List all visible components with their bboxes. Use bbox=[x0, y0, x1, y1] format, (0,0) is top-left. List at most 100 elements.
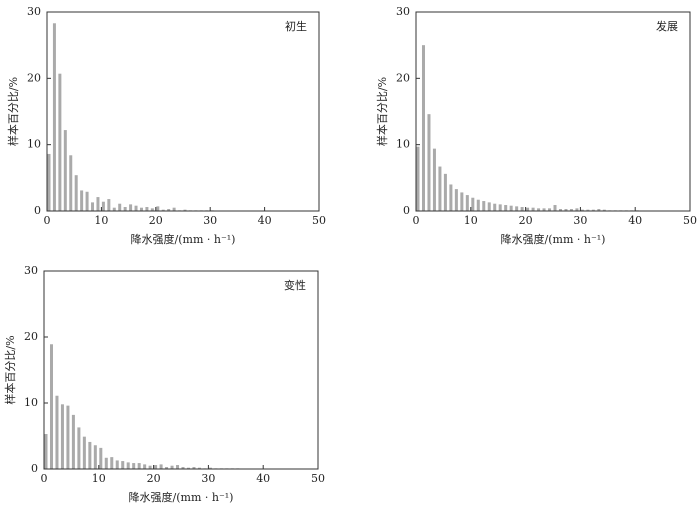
bar bbox=[487, 202, 491, 211]
bar bbox=[449, 184, 453, 211]
bar bbox=[537, 208, 541, 211]
bar bbox=[137, 463, 141, 469]
bar bbox=[123, 207, 127, 211]
bar bbox=[69, 155, 73, 211]
y-tick-label: 0 bbox=[31, 462, 38, 475]
bar bbox=[71, 414, 75, 469]
bar bbox=[47, 153, 51, 211]
bar bbox=[542, 208, 546, 211]
x-tick-label: 30 bbox=[201, 472, 215, 485]
bar bbox=[77, 427, 81, 469]
x-tick-label: 20 bbox=[149, 214, 163, 227]
x-tick-label: 40 bbox=[258, 214, 272, 227]
bar bbox=[192, 467, 196, 469]
bar bbox=[126, 462, 130, 469]
x-axis-label: 降水强度/(mm · h⁻¹) bbox=[501, 232, 606, 246]
bar bbox=[161, 209, 165, 211]
y-tick-label: 30 bbox=[396, 5, 410, 18]
bar bbox=[55, 395, 59, 469]
y-tick-label: 30 bbox=[27, 5, 41, 18]
bar bbox=[101, 201, 105, 211]
bar bbox=[52, 23, 56, 211]
bar bbox=[74, 175, 78, 211]
y-tick-label: 10 bbox=[27, 138, 41, 151]
y-tick-label: 30 bbox=[24, 264, 38, 277]
bar bbox=[493, 203, 497, 211]
bar bbox=[454, 189, 458, 211]
bar bbox=[509, 205, 513, 211]
bar bbox=[176, 465, 180, 469]
bar bbox=[115, 460, 119, 469]
panel-label: 变性 bbox=[284, 278, 306, 292]
bar bbox=[471, 197, 475, 211]
x-tick-label: 50 bbox=[311, 472, 325, 485]
bar bbox=[564, 209, 568, 211]
bar bbox=[49, 344, 53, 469]
y-tick-label: 0 bbox=[34, 204, 41, 217]
bar bbox=[93, 445, 97, 469]
x-tick-label: 50 bbox=[683, 214, 697, 227]
bar bbox=[167, 209, 171, 211]
x-tick-label: 40 bbox=[256, 472, 270, 485]
bar bbox=[132, 463, 136, 469]
bar bbox=[134, 205, 138, 211]
bar bbox=[143, 464, 147, 469]
y-axis-label: 样本百分比/% bbox=[3, 335, 17, 404]
bar bbox=[145, 207, 149, 211]
bar bbox=[504, 205, 508, 211]
bar bbox=[586, 209, 590, 211]
bar bbox=[482, 201, 486, 211]
x-tick-label: 0 bbox=[413, 214, 420, 227]
x-tick-label: 50 bbox=[312, 214, 326, 227]
bar bbox=[602, 209, 606, 211]
bar bbox=[85, 191, 89, 211]
x-axis-label: 降水强度/(mm · h⁻¹) bbox=[129, 490, 234, 504]
bar bbox=[63, 130, 67, 211]
x-tick-label: 10 bbox=[94, 214, 108, 227]
y-tick-label: 10 bbox=[24, 396, 38, 409]
bar bbox=[575, 208, 579, 211]
bar bbox=[80, 190, 84, 211]
bar bbox=[170, 465, 174, 469]
bar bbox=[118, 203, 122, 211]
bar bbox=[553, 205, 557, 211]
bar bbox=[91, 202, 95, 211]
bar bbox=[99, 447, 103, 469]
x-tick-label: 30 bbox=[573, 214, 587, 227]
bar bbox=[548, 208, 552, 211]
y-tick-label: 0 bbox=[403, 204, 410, 217]
x-tick-label: 40 bbox=[628, 214, 642, 227]
bar bbox=[66, 405, 70, 469]
x-tick-label: 30 bbox=[203, 214, 217, 227]
bar bbox=[156, 206, 160, 211]
bar bbox=[438, 166, 442, 211]
y-tick-label: 10 bbox=[396, 138, 410, 151]
bar bbox=[465, 195, 469, 211]
panel-label: 发展 bbox=[656, 19, 678, 33]
bar bbox=[526, 207, 530, 211]
bar bbox=[591, 209, 595, 211]
bar bbox=[129, 204, 133, 211]
bar bbox=[183, 209, 187, 211]
bar bbox=[110, 457, 114, 469]
bar bbox=[432, 148, 436, 211]
bar bbox=[443, 173, 447, 211]
bar bbox=[88, 441, 92, 469]
bar bbox=[159, 464, 163, 469]
y-axis-label: 样本百分比/% bbox=[375, 77, 389, 146]
bar bbox=[498, 204, 502, 211]
y-tick-label: 20 bbox=[396, 71, 410, 84]
bar bbox=[421, 45, 425, 211]
bar bbox=[104, 457, 108, 469]
plot-frame bbox=[46, 11, 320, 212]
bar bbox=[427, 114, 431, 211]
bar bbox=[476, 199, 480, 211]
bar bbox=[558, 209, 562, 211]
bar bbox=[197, 467, 201, 469]
x-tick-label: 10 bbox=[464, 214, 478, 227]
bar bbox=[96, 197, 100, 211]
bar bbox=[139, 207, 143, 211]
bar bbox=[515, 206, 519, 211]
bar bbox=[580, 209, 584, 211]
